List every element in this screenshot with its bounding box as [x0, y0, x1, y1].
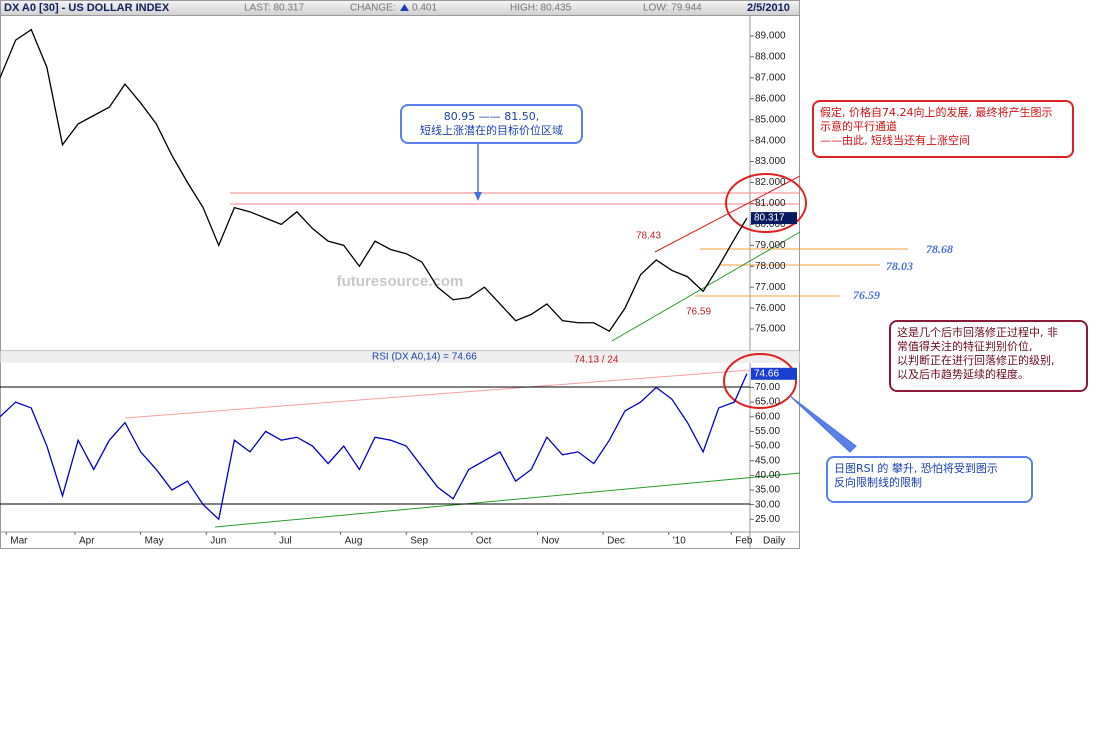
x-tick-label: '10	[673, 536, 686, 547]
x-tick-label: Aug	[345, 536, 363, 547]
note-line: 短线上涨潜在的目标价位区域	[420, 124, 563, 137]
low: LOW: 79.944	[643, 3, 702, 14]
note-line: 日图RSI 的 攀升, 恐怕将受到图示	[834, 462, 998, 475]
watermark: futuresource.com	[337, 273, 464, 290]
rsi-resistance	[124, 369, 751, 419]
highlight-ellipse	[725, 173, 807, 233]
y-tick-label: 35.00	[755, 485, 780, 496]
y-tick-label: 78.000	[755, 261, 786, 272]
x-tick-label: Mar	[10, 536, 28, 547]
note-line: 假定, 价格自74.24向上的发展, 最终将产生图示	[820, 106, 1053, 119]
note-line: 反向限制线的限制	[834, 476, 922, 489]
y-tick-label: 83.000	[755, 156, 786, 167]
target-note: 80.95 —— 81.50, 短线上涨潜在的目标价位区域	[400, 104, 583, 144]
level-label: 76.59	[853, 288, 880, 302]
x-tick-label: Apr	[79, 536, 95, 547]
peak-label: 78.43	[636, 231, 661, 242]
y-tick-label: 70.00	[755, 382, 780, 393]
y-tick-label: 81.000	[755, 198, 786, 209]
data-line	[0, 373, 748, 521]
period-label: Daily	[763, 536, 785, 547]
y-tick-label: 76.000	[755, 303, 786, 314]
y-tick-label: 82.000	[755, 177, 786, 188]
y-tick-label: 25.00	[755, 514, 780, 525]
note-line: 这是几个后市回落修正过程中, 非	[897, 326, 1058, 339]
y-tick-label: 85.000	[755, 114, 786, 125]
rsi-mark: 74.13 / 24	[574, 355, 619, 366]
note-line: 常值得关注的特征判别价位,	[897, 340, 1033, 353]
x-tick-label: Oct	[476, 536, 492, 547]
x-tick-label: May	[145, 536, 164, 547]
level-label: 78.03	[886, 259, 913, 273]
y-tick-label: 55.00	[755, 426, 780, 437]
y-tick-label: 45.00	[755, 455, 780, 466]
arrowhead	[474, 192, 482, 201]
note-line: 以判断正在进行回落修正的级别,	[897, 354, 1055, 367]
y-tick-label: 77.000	[755, 282, 786, 293]
x-tick-label: Jul	[279, 536, 292, 547]
channel-note: 假定, 价格自74.24向上的发展, 最终将产生图示 示意的平行通道 ——由此,…	[812, 100, 1074, 158]
note-line: 80.95 —— 81.50,	[443, 110, 540, 123]
rsi-note: 日图RSI 的 攀升, 恐怕将受到图示 反向限制线的限制	[826, 456, 1033, 503]
current-value-box	[751, 212, 797, 225]
last: LAST: 80.317	[244, 3, 304, 14]
y-tick-label: 79.000	[755, 240, 786, 251]
change-label: CHANGE:	[350, 3, 396, 14]
rsi-title: RSI (DX A0,14) = 74.66	[372, 352, 477, 363]
y-tick-label: 84.000	[755, 135, 786, 146]
y-tick-label: 80.000	[755, 219, 786, 230]
note-line: 示意的平行通道	[820, 120, 897, 133]
levels-note: 这是几个后市回落修正过程中, 非 常值得关注的特征判别价位, 以判断正在进行回落…	[889, 320, 1088, 392]
current-value-label: 80.317	[754, 213, 785, 224]
y-tick-label: 30.00	[755, 499, 780, 510]
level-label: 78.68	[926, 242, 953, 256]
change: 0.401	[412, 3, 437, 14]
y-tick-label: 60.00	[755, 411, 780, 422]
y-tick-label: 75.000	[755, 324, 786, 335]
current-value-label: 74.66	[754, 368, 779, 379]
y-tick-label: 40.00	[755, 470, 780, 481]
current-value-box	[751, 367, 797, 380]
date: 2/5/2010	[747, 2, 790, 14]
chart-frame	[0, 0, 800, 549]
note-line: 以及后市趋势延续的程度。	[897, 368, 1029, 381]
rsi-header	[0, 351, 800, 363]
highlight-ellipse	[723, 353, 797, 409]
trough-label: 76.59	[686, 307, 711, 318]
rsi-support	[214, 472, 801, 528]
x-tick-label: Dec	[607, 536, 625, 547]
high: HIGH: 80.435	[510, 3, 572, 14]
data-line	[0, 28, 748, 333]
change-arrow	[400, 4, 409, 11]
y-tick-label: 86.000	[755, 93, 786, 104]
symbol: DX A0 [30] - US DOLLAR INDEX	[4, 2, 170, 14]
callout-pointer	[789, 395, 857, 453]
x-tick-label: Nov	[542, 536, 560, 547]
y-tick-label: 89.000	[755, 31, 786, 42]
y-tick-label: 87.000	[755, 72, 786, 83]
y-tick-label: 50.00	[755, 441, 780, 452]
x-tick-label: Feb	[735, 536, 753, 547]
x-tick-label: Sep	[410, 536, 428, 547]
y-tick-label: 65.00	[755, 397, 780, 408]
channel-line	[654, 175, 801, 253]
y-tick-label: 88.000	[755, 52, 786, 63]
header-bar	[0, 0, 800, 16]
x-tick-label: Jun	[210, 536, 226, 547]
note-line: ——由此, 短线当还有上涨空间	[820, 134, 970, 147]
